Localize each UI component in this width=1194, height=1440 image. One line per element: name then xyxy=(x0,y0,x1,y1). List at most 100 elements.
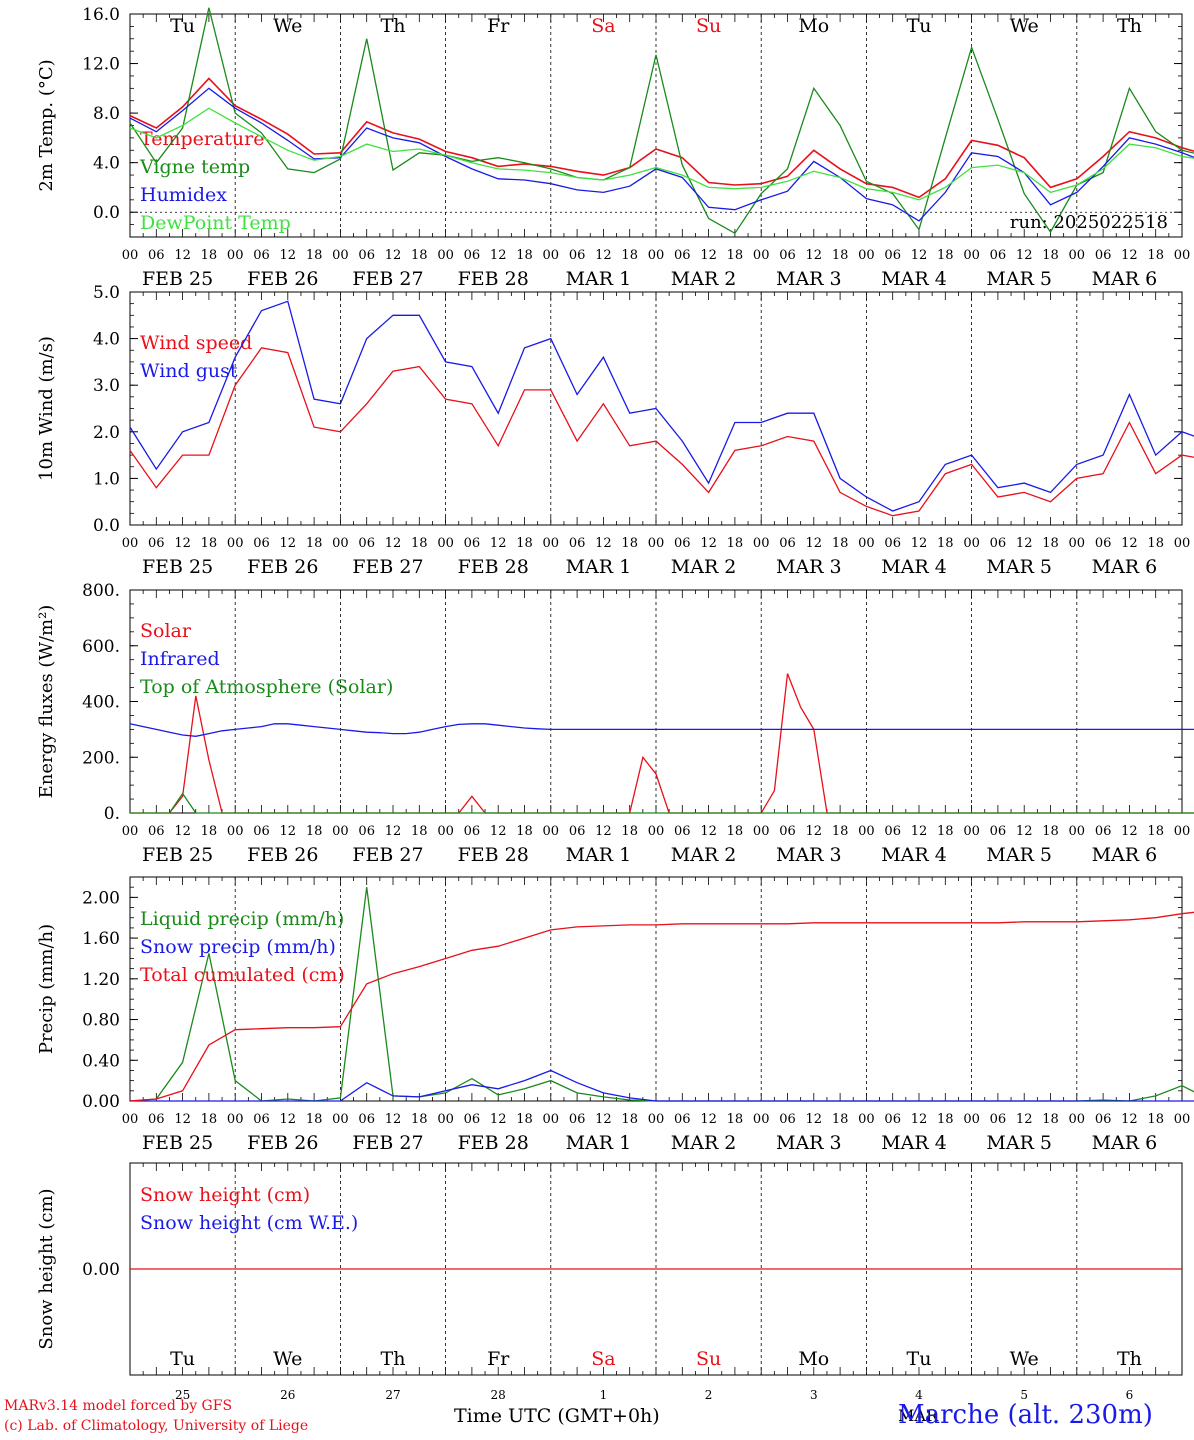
hour-label: 06 xyxy=(779,824,796,839)
date-label: MAR 2 xyxy=(671,268,737,290)
hour-label: 18 xyxy=(306,824,323,839)
legend-entry: Snow precip (mm/h) xyxy=(140,936,336,958)
hour-label: 00 xyxy=(1069,1112,1086,1127)
hour-label: 12 xyxy=(911,1112,928,1127)
date-label: FEB 25 xyxy=(142,556,213,578)
hour-label: 06 xyxy=(884,1112,901,1127)
hour-label: 00 xyxy=(963,536,980,551)
hour-label: 06 xyxy=(1095,248,1112,263)
hour-label: 06 xyxy=(253,1112,270,1127)
hour-label: 18 xyxy=(1147,536,1164,551)
hour-label: 18 xyxy=(832,1112,849,1127)
series-line xyxy=(129,911,1194,1102)
hour-label: 00 xyxy=(1069,536,1086,551)
date-label: FEB 26 xyxy=(247,268,318,290)
hour-label: 06 xyxy=(464,824,481,839)
hour-label: 06 xyxy=(358,536,375,551)
hour-label: 12 xyxy=(700,536,717,551)
hour-label: 06 xyxy=(1095,824,1112,839)
y-tick-label: 0.40 xyxy=(82,1051,120,1071)
hour-label: 12 xyxy=(174,1112,191,1127)
hour-label: 06 xyxy=(358,248,375,263)
day-of-week-label: Mo xyxy=(798,15,829,37)
hour-label: 18 xyxy=(727,824,744,839)
hour-label: 18 xyxy=(1147,1112,1164,1127)
hour-label: 18 xyxy=(516,248,533,263)
day-number-label: 4 xyxy=(915,1388,923,1402)
hour-label: 00 xyxy=(858,1112,875,1127)
day-of-week-label: Th xyxy=(381,15,406,37)
date-label: MAR 6 xyxy=(1092,268,1158,290)
y-axis-label: Snow height (cm) xyxy=(36,1188,57,1349)
hour-label: 00 xyxy=(963,248,980,263)
hour-label: 00 xyxy=(332,824,349,839)
day-number-label: 25 xyxy=(175,1388,190,1402)
hour-label: 06 xyxy=(674,1112,691,1127)
date-label: MAR 6 xyxy=(1092,1132,1158,1154)
hour-label: 12 xyxy=(385,824,402,839)
date-label: MAR 3 xyxy=(776,556,842,578)
y-tick-label: 0.0 xyxy=(93,516,120,536)
hour-label: 00 xyxy=(753,248,770,263)
day-of-week-label: Fr xyxy=(487,1348,510,1370)
hour-label: 00 xyxy=(332,1112,349,1127)
y-tick-label: 4.0 xyxy=(93,154,120,174)
hour-label: 06 xyxy=(884,248,901,263)
day-of-week-label: We xyxy=(1010,15,1039,37)
series-line xyxy=(129,77,1194,199)
plot-frame xyxy=(129,589,1183,814)
hour-label: 12 xyxy=(1016,536,1033,551)
hour-label: 00 xyxy=(543,248,560,263)
hour-label: 06 xyxy=(358,824,375,839)
hour-label: 00 xyxy=(858,248,875,263)
hour-label: 00 xyxy=(437,824,454,839)
hour-label: 06 xyxy=(569,824,586,839)
hour-label: 18 xyxy=(832,536,849,551)
legend-entry: Top of Atmosphere (Solar) xyxy=(140,676,393,698)
hour-label: 06 xyxy=(1095,536,1112,551)
hour-label: 00 xyxy=(437,1112,454,1127)
legend-entry: Total cumulated (cm) xyxy=(140,964,345,986)
day-of-week-label: Th xyxy=(381,1348,406,1370)
hour-label: 18 xyxy=(411,536,428,551)
hour-label: 18 xyxy=(306,536,323,551)
hour-label: 06 xyxy=(779,248,796,263)
hour-label: 12 xyxy=(280,248,297,263)
hour-label: 12 xyxy=(1121,248,1138,263)
hour-label: 12 xyxy=(1121,824,1138,839)
hour-label: 06 xyxy=(569,248,586,263)
series-line xyxy=(129,347,1194,517)
hour-label: 06 xyxy=(148,824,165,839)
day-of-week-label: We xyxy=(1010,1348,1039,1370)
day-of-week-label: Tu xyxy=(170,15,195,37)
hour-label: 00 xyxy=(1174,536,1191,551)
hour-label: 00 xyxy=(753,824,770,839)
credit-line-2: (c) Lab. of Climatology, University of L… xyxy=(4,1418,309,1434)
hour-label: 06 xyxy=(990,536,1007,551)
hour-label: 12 xyxy=(806,1112,823,1127)
y-axis-label: Precip (mm/h) xyxy=(36,924,57,1054)
date-label: FEB 27 xyxy=(352,556,423,578)
hour-label: 00 xyxy=(648,1112,665,1127)
date-label: FEB 26 xyxy=(247,556,318,578)
series-line xyxy=(129,300,1194,512)
y-axis-label: Energy fluxes (W/m²) xyxy=(36,605,57,799)
y-tick-label: 0.0 xyxy=(93,203,120,223)
hour-label: 06 xyxy=(148,536,165,551)
hour-label: 06 xyxy=(464,536,481,551)
date-label: MAR 1 xyxy=(566,844,632,866)
hour-label: 06 xyxy=(884,536,901,551)
day-of-week-label: Sa xyxy=(591,15,615,37)
series-line xyxy=(129,7,1194,235)
day-of-week-label: We xyxy=(273,1348,302,1370)
y-tick-label: 600. xyxy=(82,637,120,657)
day-of-week-label: Mo xyxy=(798,1348,829,1370)
hour-label: 00 xyxy=(227,1112,244,1127)
hour-label: 06 xyxy=(674,248,691,263)
hour-label: 18 xyxy=(937,1112,954,1127)
day-of-week-label: We xyxy=(273,15,302,37)
date-label: FEB 28 xyxy=(458,1132,529,1154)
series-line xyxy=(129,87,1194,222)
day-of-week-label: Su xyxy=(696,1348,721,1370)
hour-label: 06 xyxy=(569,536,586,551)
